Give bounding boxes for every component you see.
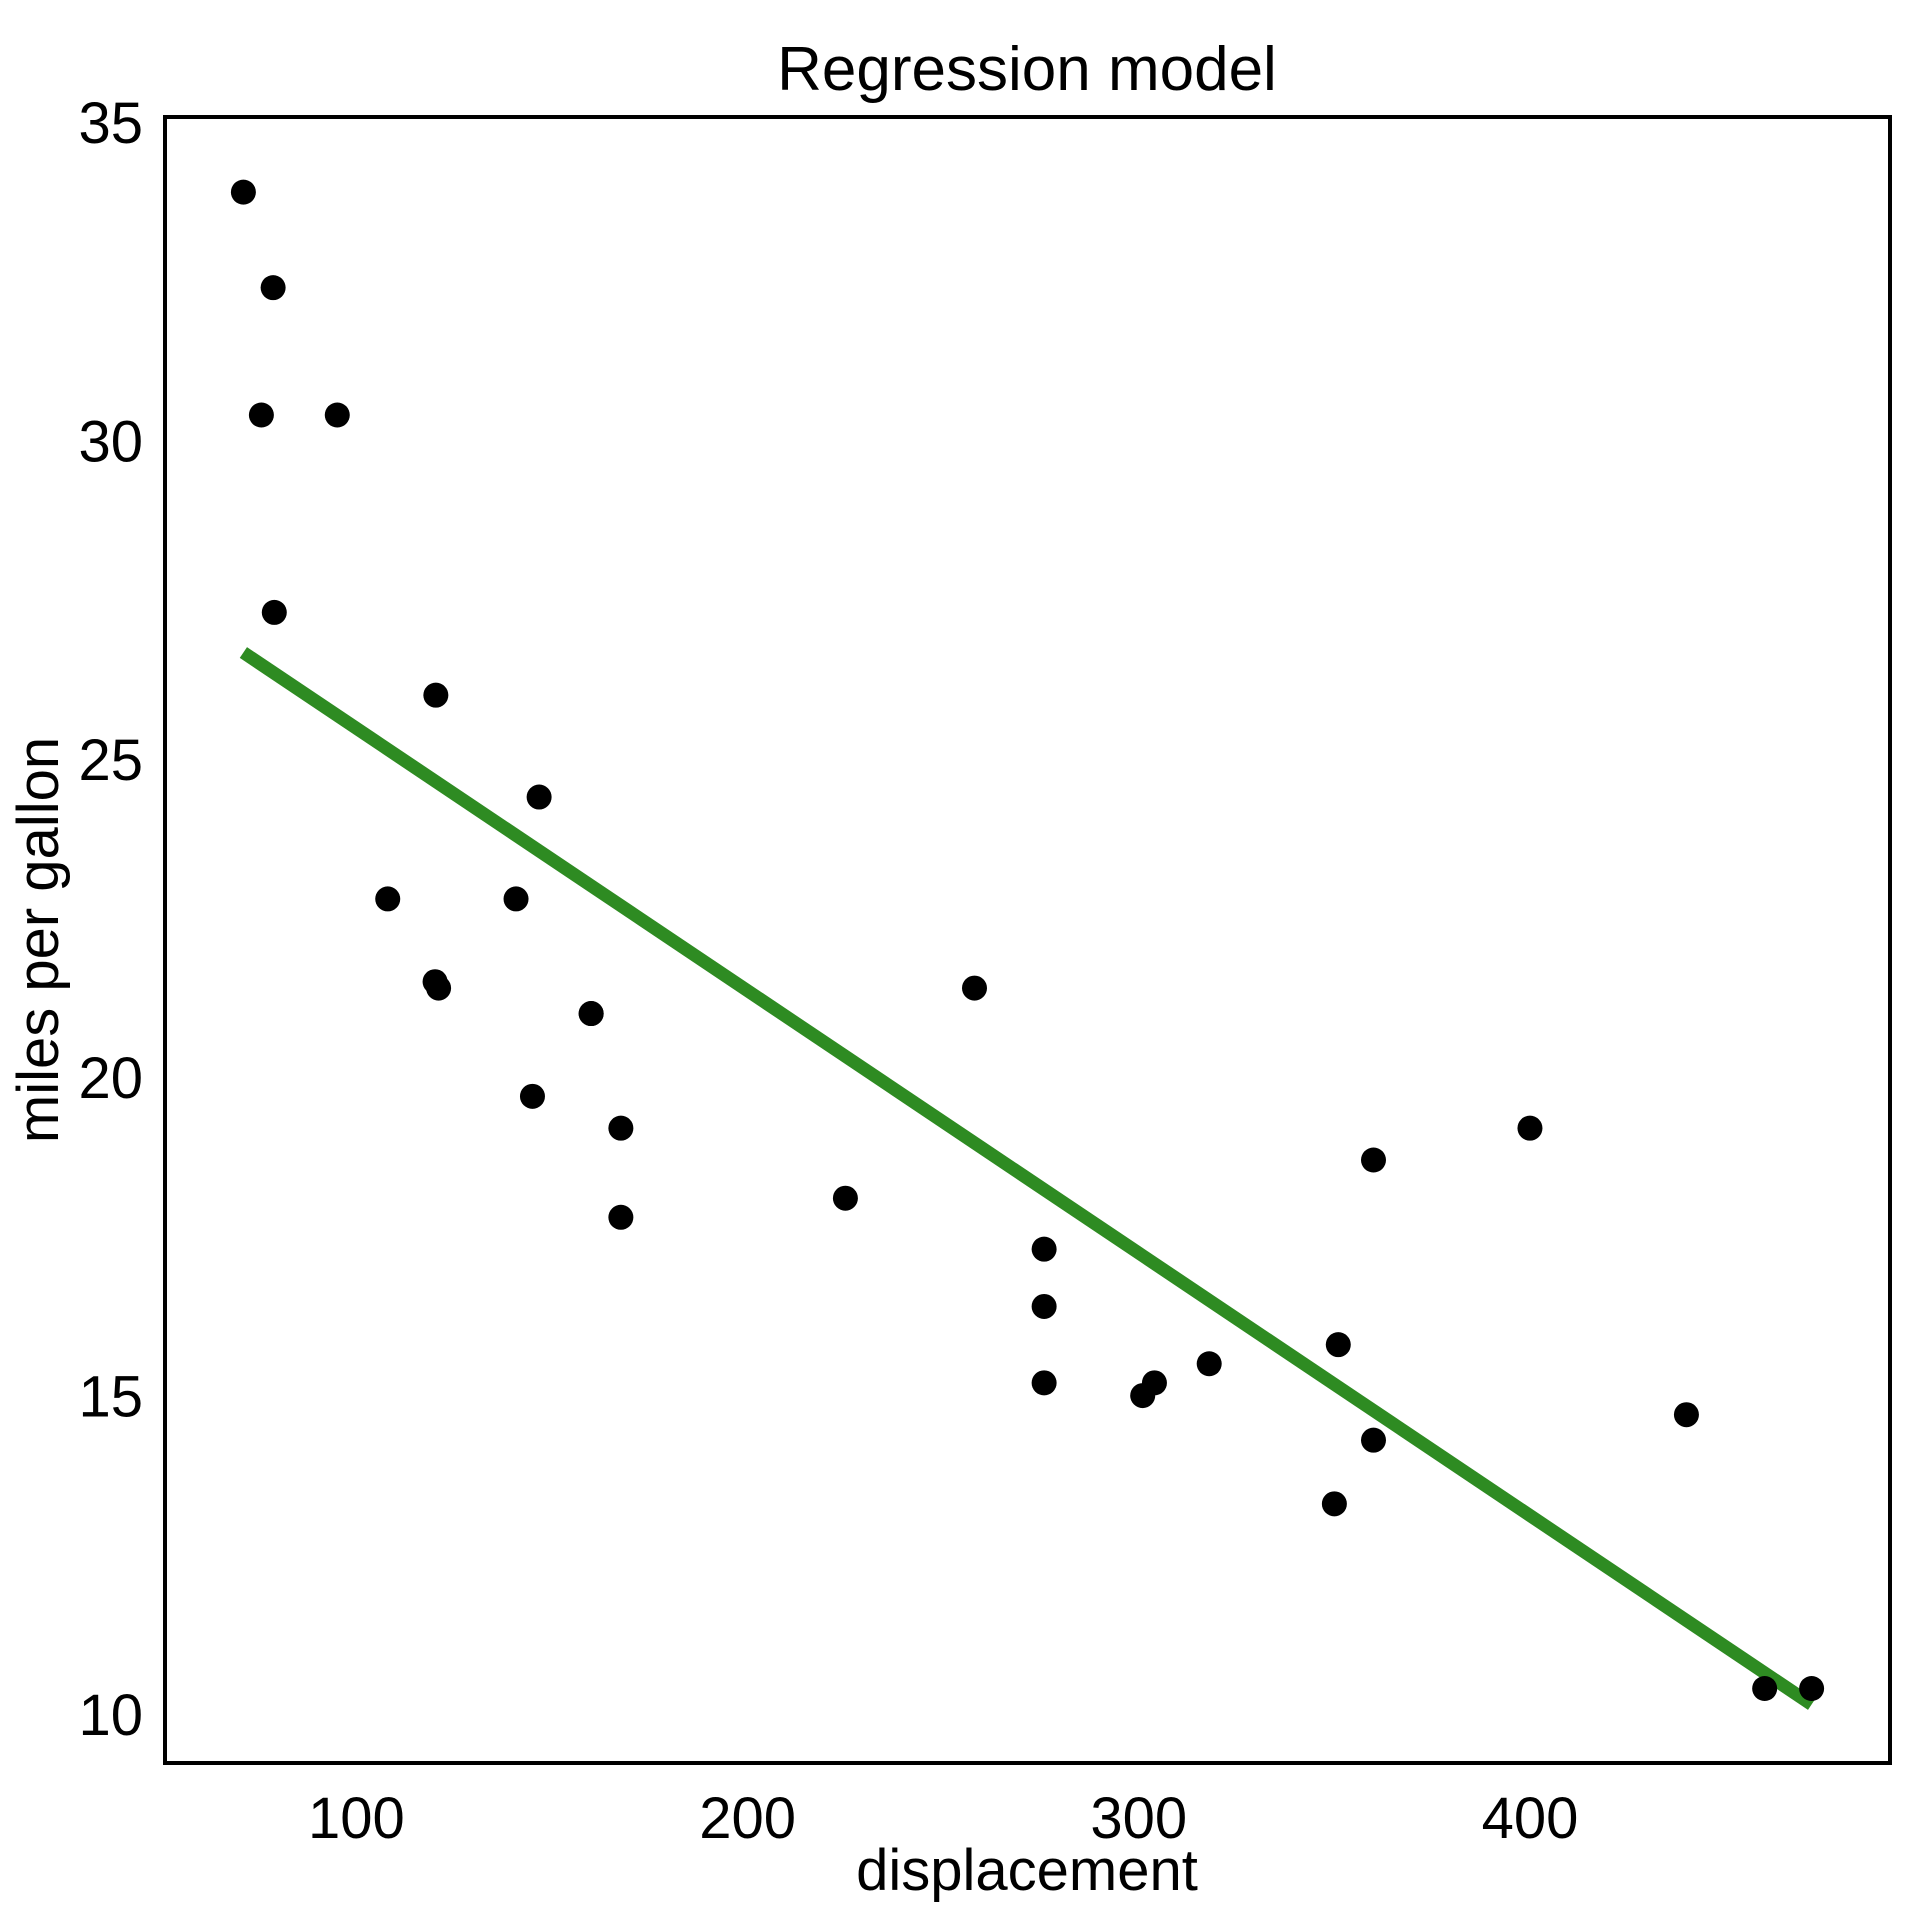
- x-tick-label: 400: [1482, 1786, 1579, 1851]
- regression-line: [239, 647, 1816, 1710]
- data-point: [423, 682, 449, 708]
- data-point: [230, 179, 256, 205]
- data-point: [1130, 1383, 1156, 1409]
- data-point: [1360, 1427, 1386, 1453]
- data-point: [1325, 1332, 1351, 1358]
- data-point: [526, 784, 552, 810]
- data-point: [1799, 1676, 1825, 1702]
- data-point: [1360, 1147, 1386, 1173]
- data-point: [1321, 1491, 1347, 1517]
- chart-title: Regression model: [777, 35, 1277, 104]
- data-point: [248, 402, 274, 428]
- y-tick-label: 35: [78, 91, 143, 156]
- data-point: [961, 975, 987, 1001]
- data-point: [1752, 1676, 1778, 1702]
- data-point: [261, 599, 287, 625]
- x-tick-label: 300: [1090, 1786, 1187, 1851]
- scatter-points: [230, 179, 1825, 1702]
- data-point: [375, 886, 401, 912]
- x-tick-label: 200: [699, 1786, 796, 1851]
- data-point: [578, 1001, 604, 1027]
- data-point: [426, 975, 452, 1001]
- data-point: [1031, 1370, 1057, 1396]
- data-point: [832, 1185, 858, 1211]
- x-axis-label: displacement: [856, 1838, 1198, 1903]
- data-point: [1031, 1293, 1057, 1319]
- y-axis-label: miles per gallon: [6, 737, 71, 1143]
- data-point: [1031, 1236, 1057, 1262]
- data-point: [503, 886, 529, 912]
- data-point: [324, 402, 350, 428]
- y-tick-label: 25: [78, 728, 143, 793]
- x-tick-label: 100: [308, 1786, 405, 1851]
- x-tick-labels: 100 200 300 400: [308, 1786, 1578, 1851]
- data-point: [608, 1115, 634, 1141]
- y-tick-labels: 10 15 20 25 30 35: [78, 91, 143, 1748]
- y-tick-label: 20: [78, 1046, 143, 1111]
- data-point: [1517, 1115, 1543, 1141]
- data-point: [519, 1083, 545, 1109]
- data-point: [260, 275, 286, 301]
- data-point: [608, 1204, 634, 1230]
- y-tick-label: 10: [78, 1683, 143, 1748]
- y-tick-label: 30: [78, 409, 143, 474]
- data-point: [1196, 1351, 1222, 1377]
- plot-border-spines: [163, 115, 1892, 1765]
- data-point: [1673, 1402, 1699, 1428]
- y-tick-label: 15: [78, 1365, 143, 1430]
